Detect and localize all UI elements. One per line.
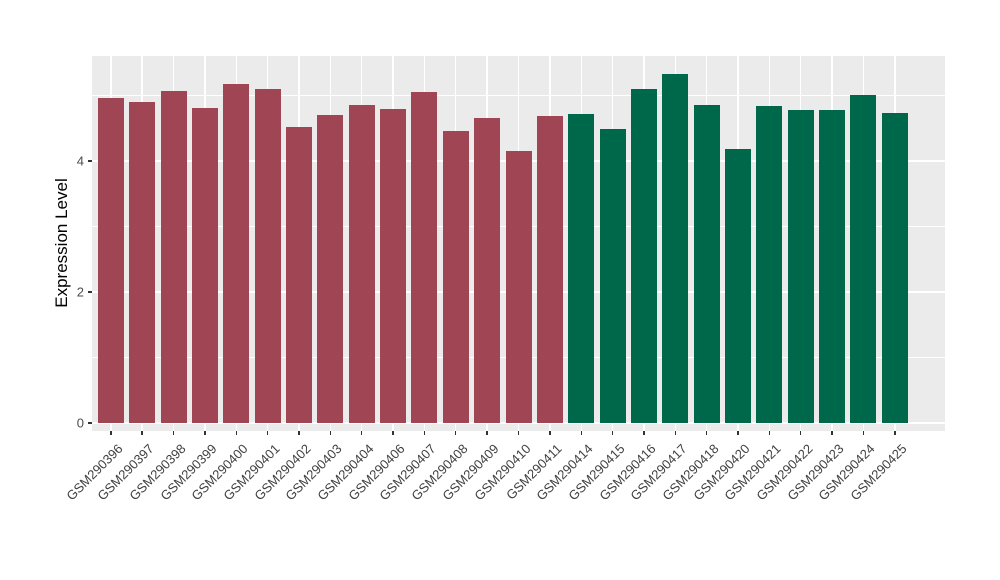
bar-GSM290408 [442,130,469,423]
bar-GSM290415 [599,128,626,423]
bar-GSM290424 [850,95,877,423]
y-tick-mark [88,422,92,424]
x-tick-mark [705,431,708,435]
x-tick-mark [800,431,802,435]
bar-GSM290400 [223,84,250,423]
x-tick-mark [862,431,865,435]
x-tick-mark [580,431,582,435]
x-tick-mark [235,431,237,435]
x-tick-mark [643,431,645,435]
x-tick-mark [768,431,771,435]
x-tick-mark [423,431,426,435]
x-tick-mark [894,431,896,435]
bar-GSM290420 [725,149,752,423]
y-tick-mark [88,291,92,293]
bar-GSM290411 [536,115,563,423]
bar-GSM290396 [97,97,124,423]
x-tick-mark [266,431,269,435]
bar-GSM290417 [662,74,689,423]
bar-GSM290410 [505,151,532,423]
bar-GSM290416 [630,88,657,423]
x-tick-mark [392,431,394,435]
x-tick-mark [141,431,143,435]
bar-GSM290406 [380,109,407,423]
x-tick-mark [831,431,833,435]
bar-GSM290425 [881,113,908,423]
x-tick-mark [360,431,363,435]
bar-GSM290421 [756,106,783,423]
x-tick-mark [110,431,112,435]
x-tick-mark [674,431,676,435]
bar-GSM290402 [285,126,312,423]
bar-GSM290403 [317,114,344,423]
y-tick-label: 4 [76,153,84,169]
y-tick-mark [88,160,92,162]
bar-GSM290409 [474,117,501,423]
x-tick-mark [172,431,175,435]
x-tick-mark [329,431,332,435]
chart-panel [92,56,945,431]
x-tick-mark [455,431,457,435]
x-tick-mark [549,431,551,435]
bar-GSM290397 [129,101,156,423]
x-tick-mark [486,431,488,435]
bar-GSM290401 [254,89,281,423]
x-tick-mark [611,431,614,435]
bar-GSM290399 [191,108,218,423]
x-tick-mark [204,431,206,435]
bar-GSM290404 [348,105,375,423]
x-tick-mark [517,431,520,435]
y-tick-label: 2 [76,284,84,300]
bar-GSM290423 [819,110,846,423]
x-tick-mark [298,431,300,435]
bar-GSM290414 [568,113,595,423]
bar-GSM290422 [787,110,814,423]
x-tick-mark [737,431,739,435]
bar-GSM290418 [693,105,720,423]
bar-GSM290407 [411,92,438,423]
bar-GSM290398 [160,90,187,423]
y-tick-label: 0 [76,415,84,431]
